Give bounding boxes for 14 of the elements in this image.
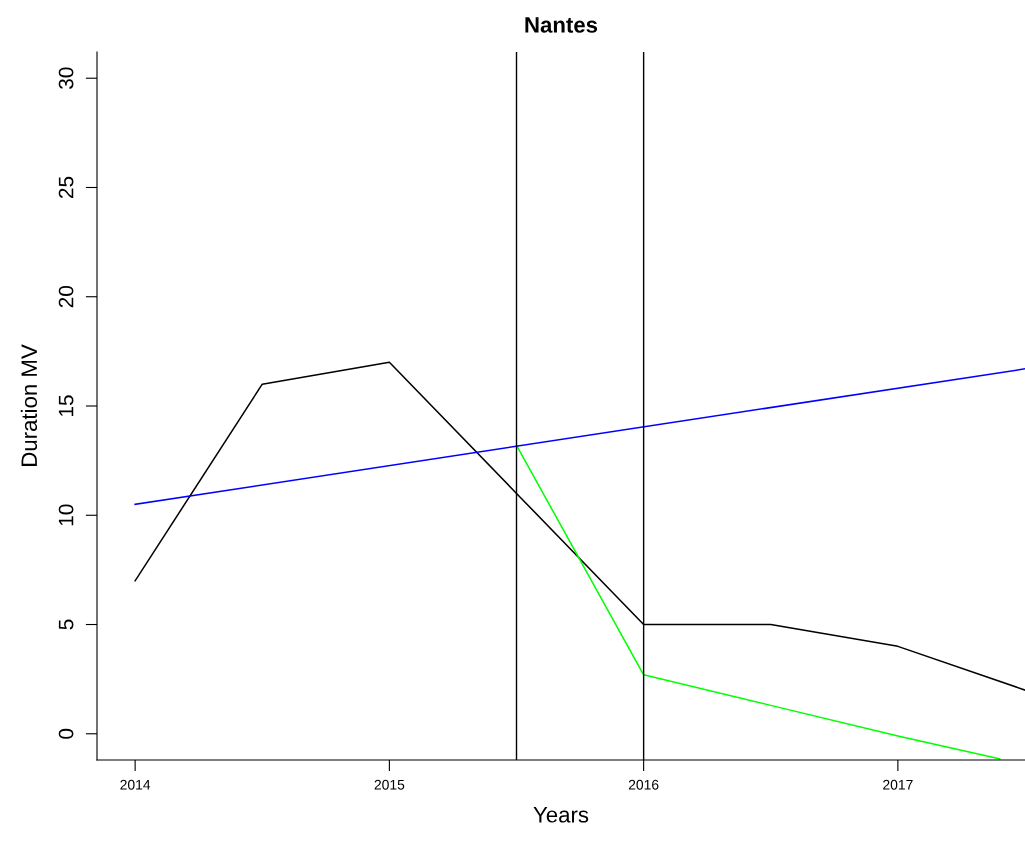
y-axis-title: Duration MV <box>20 344 38 466</box>
chart-title: Nantes <box>525 17 598 33</box>
x-tick-label: 2016 <box>628 779 659 790</box>
y-tick-label: 0 <box>58 728 74 739</box>
x-tick-label: 2014 <box>120 779 151 790</box>
y-tick-label: 15 <box>58 395 74 416</box>
y-tick-label: 30 <box>58 67 74 90</box>
x-axis-title: Years <box>533 807 589 823</box>
x-tick-label: 2015 <box>374 779 405 790</box>
y-tick-label: 10 <box>58 504 74 526</box>
y-tick-label: 5 <box>58 619 74 630</box>
x-tick-label: 2017 <box>883 779 913 790</box>
y-tick-label: 25 <box>58 176 74 199</box>
y-tick-label: 20 <box>58 285 74 308</box>
